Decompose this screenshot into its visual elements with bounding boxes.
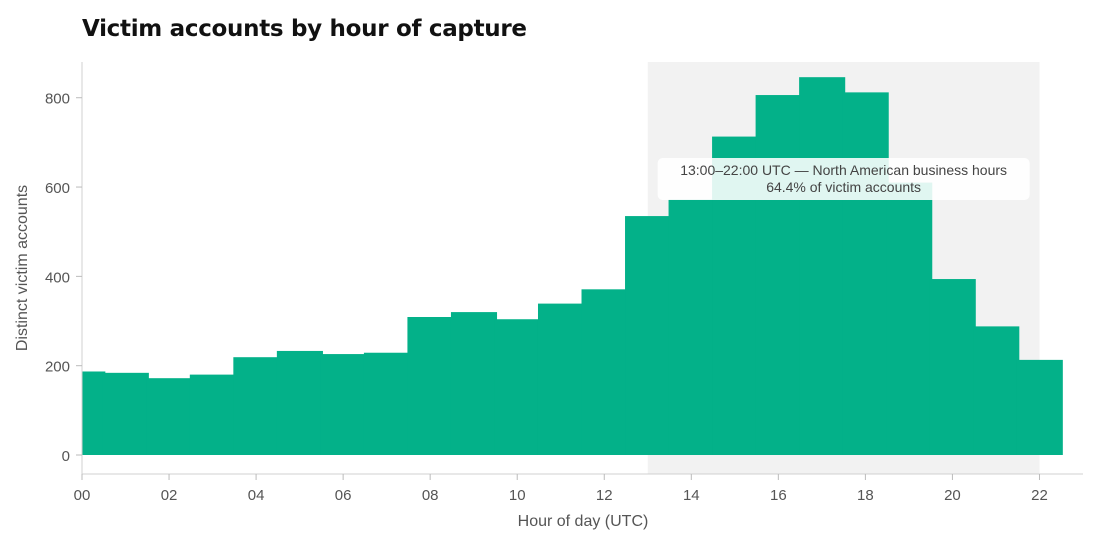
annotation-label: 13:00–22:00 UTC — North American busines… <box>680 162 1007 178</box>
bar-hour-17 <box>799 77 846 456</box>
x-tick-label: 16 <box>770 487 787 504</box>
x-tick-label: 22 <box>1031 487 1048 504</box>
x-axis-label: Hour of day (UTC) <box>518 513 649 530</box>
bar-hour-09 <box>450 312 498 455</box>
bar-hour-08 <box>407 317 454 455</box>
bar-hour-13 <box>625 216 672 455</box>
annotation-box <box>657 158 1030 200</box>
x-tick-label: 00 <box>74 487 91 504</box>
bar-hour-16 <box>755 95 802 455</box>
bar-hour-19 <box>886 182 933 456</box>
x-tick-label: 20 <box>944 487 961 504</box>
bar-hour-01 <box>102 372 149 455</box>
bar-hour-04 <box>233 357 280 455</box>
y-tick-label: 600 <box>45 180 70 197</box>
bar-hour-07 <box>363 352 411 455</box>
bar-hour-02 <box>146 378 193 455</box>
y-axis-label: Distinct victim accounts <box>14 185 31 351</box>
annotation-sublabel: 64.4% of victim accounts <box>766 179 921 195</box>
bar-hour-18 <box>842 92 889 456</box>
x-tick-label: 02 <box>161 487 178 504</box>
bar-hour-00 <box>82 371 106 455</box>
y-tick-label: 200 <box>45 359 70 376</box>
bar-hour-11 <box>537 303 585 455</box>
chart-title: Victim accounts by hour of capture <box>82 16 527 42</box>
bar-hour-22 <box>1016 359 1063 455</box>
bar-hour-06 <box>320 354 367 455</box>
bar-hour-20 <box>929 279 976 455</box>
x-tick-label: 06 <box>335 487 352 504</box>
x-tick-label: 04 <box>248 487 265 504</box>
y-tick-label: 800 <box>45 91 70 108</box>
bar-hour-05 <box>276 350 323 455</box>
x-tick-label: 12 <box>596 487 613 504</box>
bar-hour-14 <box>668 199 715 455</box>
bar-hour-03 <box>189 374 236 455</box>
y-tick-label: 400 <box>45 269 70 286</box>
x-tick-label: 08 <box>422 487 439 504</box>
x-tick-label: 10 <box>509 487 526 504</box>
bar-hour-10 <box>494 319 541 455</box>
bar-hour-21 <box>973 326 1020 455</box>
bar-hour-12 <box>581 289 628 455</box>
x-tick-label: 18 <box>857 487 874 504</box>
y-tick-label: 0 <box>62 448 70 465</box>
x-tick-label: 14 <box>683 487 700 504</box>
